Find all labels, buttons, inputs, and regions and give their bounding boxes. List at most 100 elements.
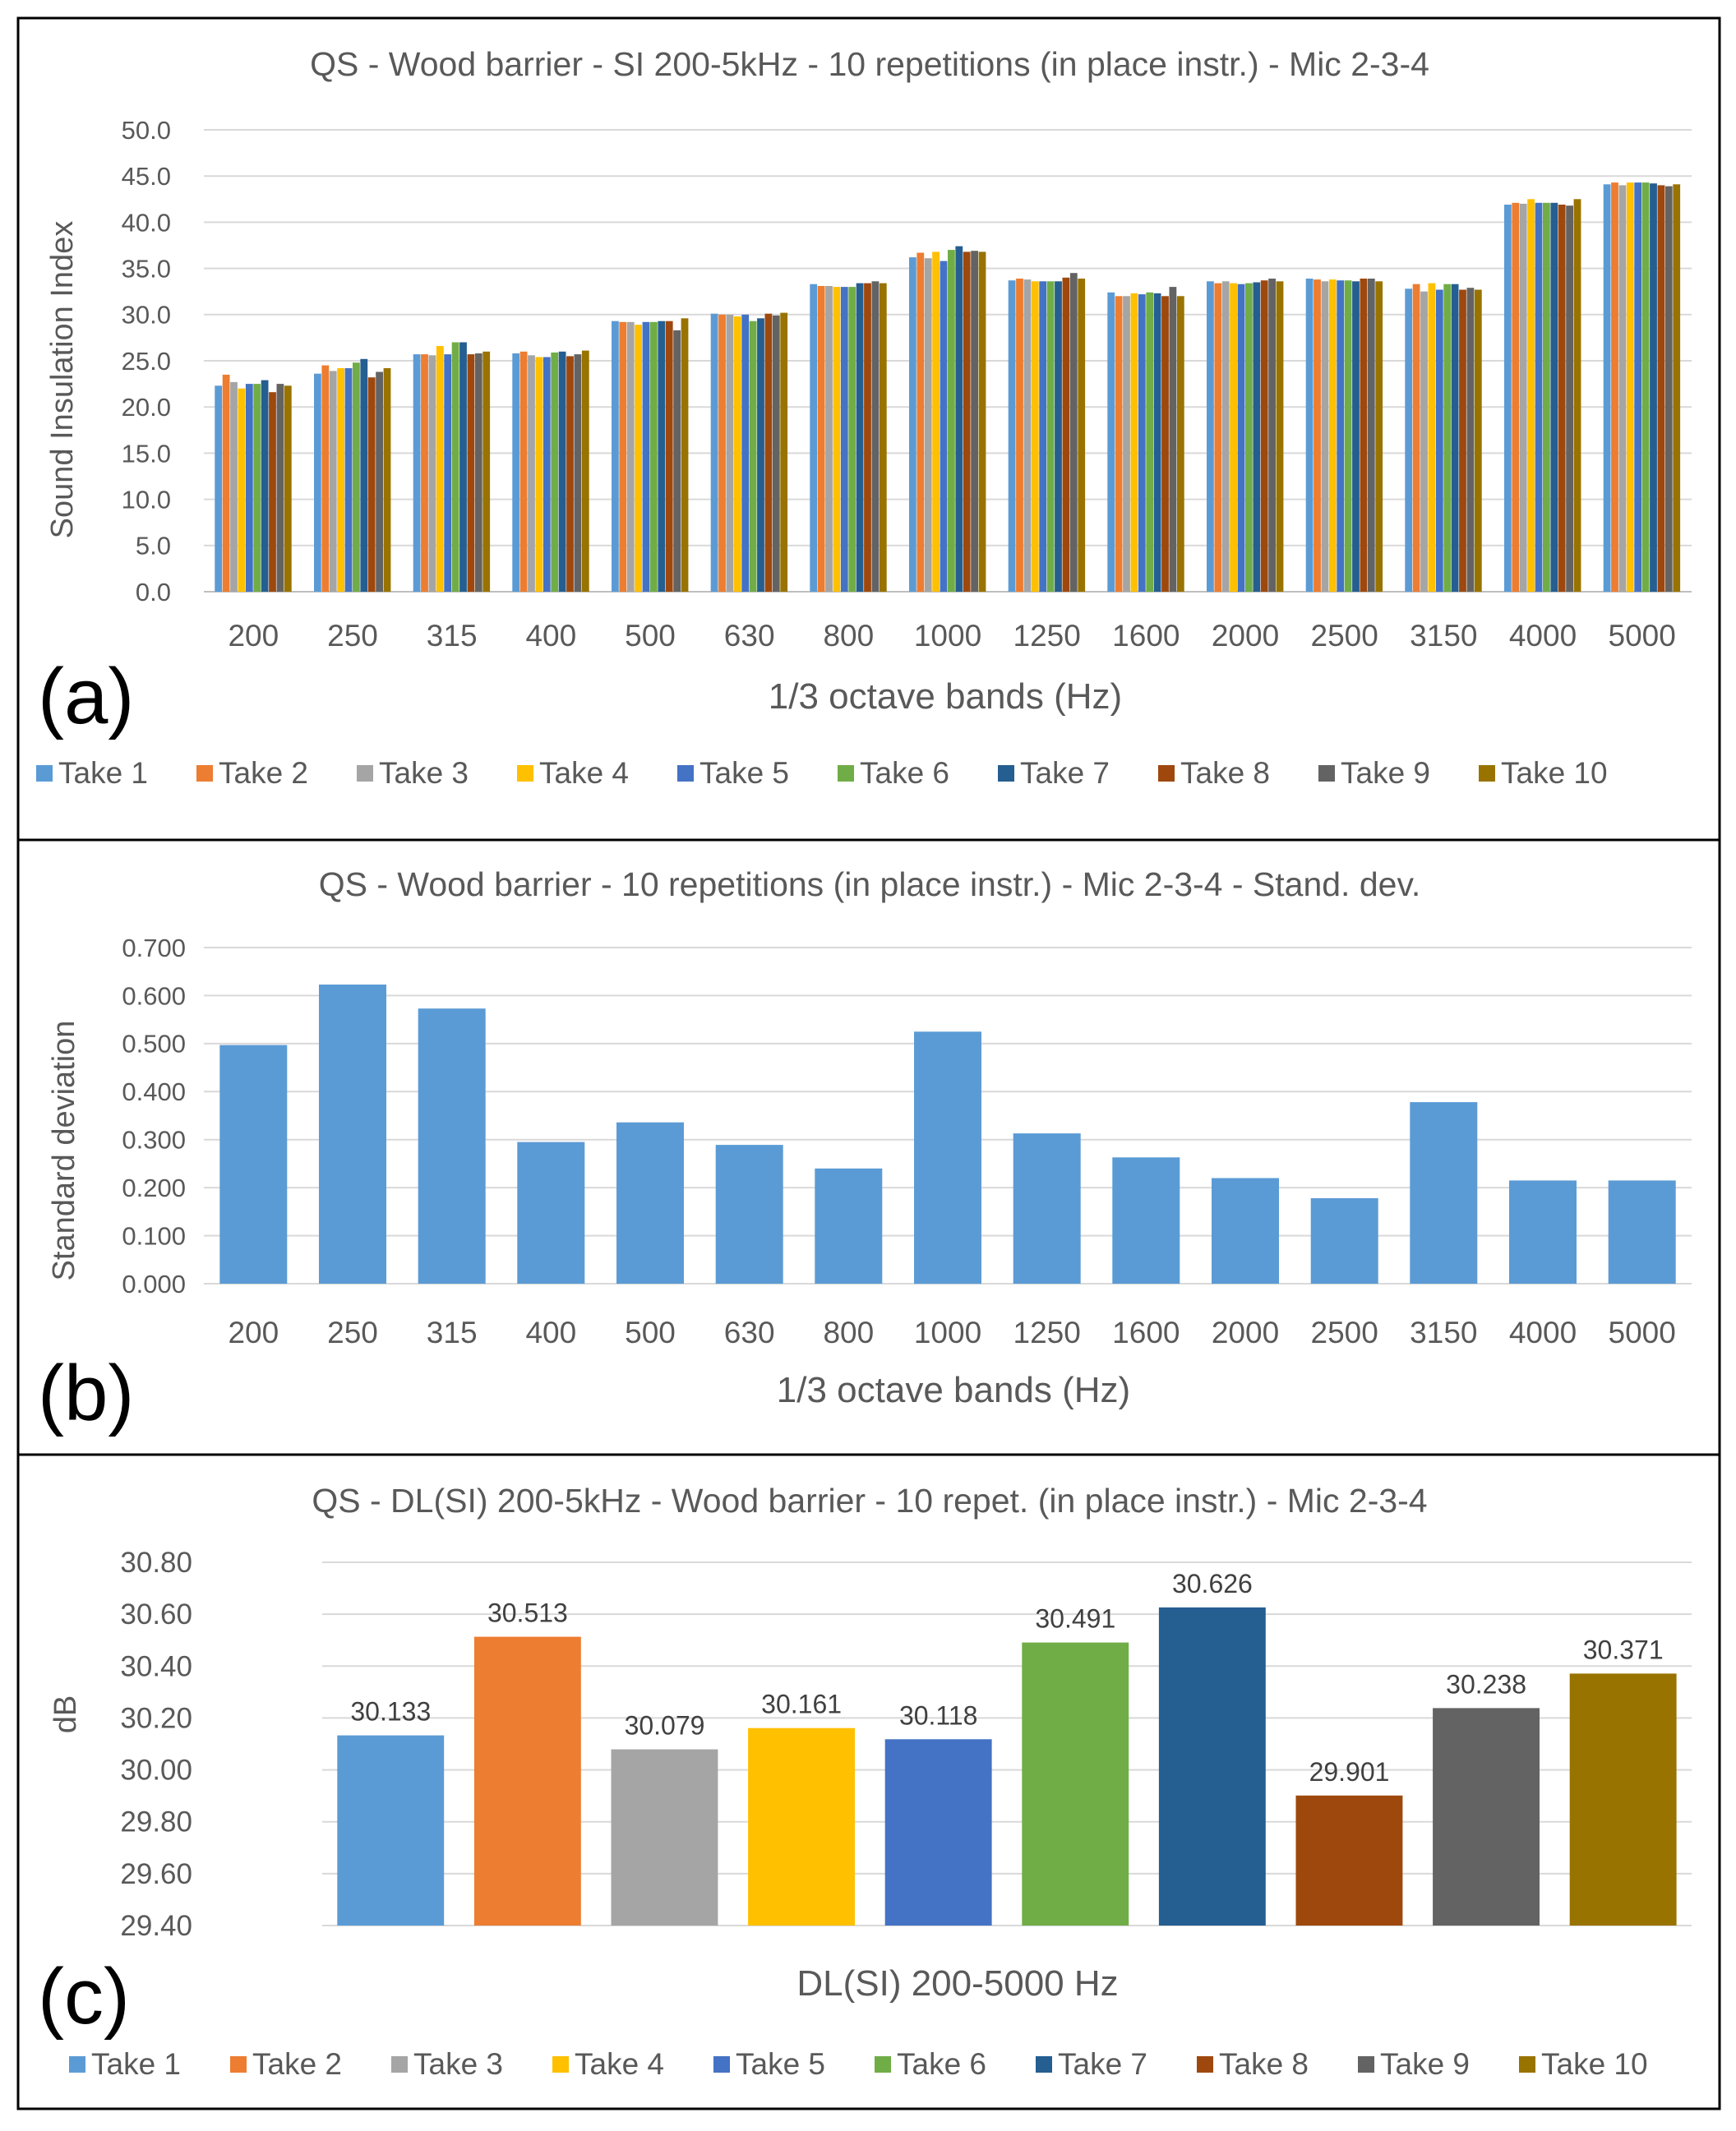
y-ticks-c: 29.40 29.60 29.80 30.00 30.20 30.40 30.60 30.80 <box>120 1547 192 1942</box>
x-tick-label: 250 <box>327 1316 378 1349</box>
x-tick-label: 5000 <box>1609 1316 1676 1349</box>
legend-label: Take 7 <box>1058 2047 1147 2081</box>
bar-take-6-630 <box>749 321 757 592</box>
bar-take-6-5000 <box>1641 182 1650 592</box>
bar-take-7-1250 <box>1055 281 1062 592</box>
y-tick-label: 0.0 <box>136 578 171 607</box>
bar-take-6-500 <box>650 321 658 592</box>
bar-take-1-4000 <box>1504 205 1512 592</box>
bar-take-5-2500 <box>1337 280 1345 592</box>
bar-take-10-5000 <box>1673 184 1681 593</box>
bar-take-8-3150 <box>1459 289 1466 592</box>
bar-take-10-1000 <box>978 251 986 592</box>
bar-take-6-1250 <box>1046 281 1055 592</box>
x-tick-label: 2500 <box>1311 1316 1378 1349</box>
panel-label-b: (b) <box>38 1349 134 1437</box>
bar-take-9-1000 <box>971 251 978 592</box>
bar-take-7-250 <box>360 358 368 592</box>
bar-take-5-800 <box>840 287 848 592</box>
bar-take-5-4000 <box>1535 202 1543 593</box>
data-label-take-3: 30.079 <box>625 1711 705 1741</box>
bar-take-3-4000 <box>1519 203 1527 592</box>
y-axis-label-c: dB <box>48 1695 83 1733</box>
bar-take-2-1000 <box>916 252 925 592</box>
bar-take-9-2500 <box>1367 279 1375 592</box>
legend-label: Take 2 <box>252 2047 342 2081</box>
bar-take-3-5000 <box>1618 185 1627 592</box>
bar-take-2-250 <box>321 365 330 592</box>
bar-take-2-3150 <box>1412 284 1420 592</box>
legend-label: Take 1 <box>58 756 148 790</box>
bar-take-6-250 <box>353 362 360 592</box>
bar-take-7-315 <box>459 342 467 592</box>
bar-take-5 <box>884 1739 992 1926</box>
bar-take-3-630 <box>726 314 734 592</box>
bar-take-7-200 <box>261 380 269 592</box>
bar-take-9-200 <box>276 384 284 592</box>
y-tick-label: 50.0 <box>122 116 171 145</box>
y-tick-label: 5.0 <box>136 532 171 560</box>
legend-label: Take 7 <box>1020 756 1110 790</box>
legend-swatch <box>998 765 1014 782</box>
bar-take-10-2000 <box>1276 281 1284 592</box>
bar-take-8 <box>1295 1795 1403 1926</box>
bar-take-4-800 <box>833 287 841 592</box>
legend-label: Take 6 <box>860 756 949 790</box>
bars-c <box>337 1607 1677 1926</box>
bar-take-5-5000 <box>1634 182 1642 592</box>
x-tick-label: 500 <box>625 1316 676 1349</box>
y-tick-label: 29.60 <box>120 1858 192 1890</box>
bar-take-2 <box>473 1636 581 1926</box>
bar-take-2-2500 <box>1314 279 1321 592</box>
bar-take-9-1250 <box>1069 273 1078 592</box>
bar-take-7-1600 <box>1153 293 1161 592</box>
bar-std-1000 <box>914 1031 981 1285</box>
bar-take-5-250 <box>344 368 353 592</box>
legend-swatch <box>875 2056 891 2073</box>
bar-take-6-2500 <box>1344 280 1352 592</box>
bar-take-1-3150 <box>1405 288 1413 592</box>
data-label-take-6: 30.491 <box>1035 1604 1115 1634</box>
legend-label: Take 6 <box>897 2047 986 2081</box>
legend-swatch <box>838 765 854 782</box>
bar-take-3-2500 <box>1321 281 1329 592</box>
x-ticks-a: 200 250 315 400 500 630 800 1000 1250 1600 2000 250… <box>228 619 1675 653</box>
bar-take-1-1250 <box>1008 280 1016 592</box>
y-axis-label-b: Standard deviation <box>47 1021 81 1281</box>
bar-take-9-400 <box>574 354 582 592</box>
x-tick-label: 630 <box>724 1316 775 1349</box>
x-axis-label-b: 1/3 octave bands (Hz) <box>777 1370 1130 1410</box>
bar-take-4-315 <box>436 346 444 592</box>
bar-std-2000 <box>1212 1178 1279 1284</box>
bar-take-7-400 <box>558 351 566 592</box>
bar-std-200 <box>219 1045 288 1284</box>
bar-std-1250 <box>1013 1133 1081 1284</box>
y-tick-label: 45.0 <box>122 162 171 191</box>
bar-take-1-200 <box>215 385 223 592</box>
bar-take-1-2500 <box>1305 279 1314 592</box>
bar-take-6-200 <box>253 384 261 592</box>
data-label-take-2: 30.513 <box>487 1598 568 1628</box>
bar-take-2-630 <box>718 314 726 592</box>
data-label-take-1: 30.133 <box>350 1697 431 1727</box>
bar-std-400 <box>517 1142 585 1284</box>
chart-title-c: QS - DL(SI) 200-5kHz - Wood barrier - 10… <box>312 1482 1427 1520</box>
legend-swatch <box>1036 2056 1052 2073</box>
bar-take-3-800 <box>825 286 833 592</box>
bar-take-1 <box>337 1735 445 1926</box>
y-tick-label: 30.00 <box>120 1755 192 1787</box>
bar-take-1-250 <box>314 373 321 592</box>
x-tick-label: 800 <box>823 619 874 653</box>
bar-take-1-800 <box>810 284 818 592</box>
bar-take-5-315 <box>444 354 452 592</box>
x-tick-label: 200 <box>228 619 279 653</box>
y-tick-label: 30.0 <box>122 301 171 330</box>
x-tick-label: 200 <box>228 1316 279 1349</box>
bar-take-7-500 <box>658 321 666 592</box>
y-ticks-a: 0.0 5.0 10.0 15.0 20.0 25.0 30.0 35.0 40.0 45.0 50… <box>122 116 171 607</box>
bar-take-1-315 <box>413 354 421 592</box>
bar-take-6-1000 <box>948 250 955 592</box>
bar-std-2500 <box>1310 1198 1378 1284</box>
bar-take-7-3150 <box>1451 284 1459 592</box>
